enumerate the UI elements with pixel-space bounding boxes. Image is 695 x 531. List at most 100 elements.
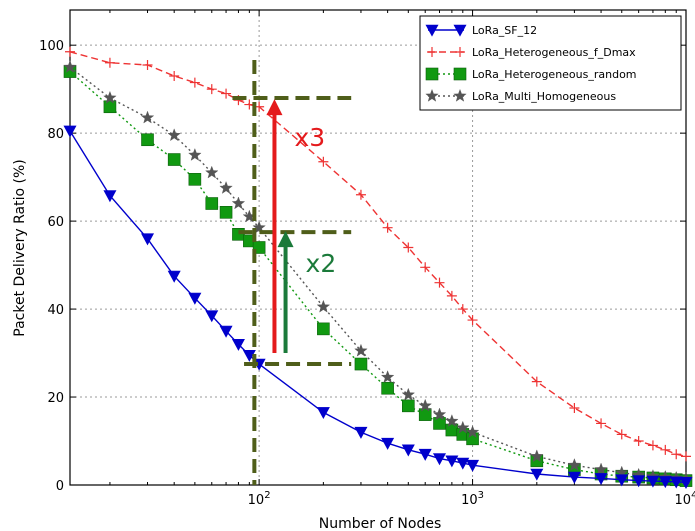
data-point <box>446 290 457 301</box>
legend-marker <box>427 47 437 57</box>
annotation-layer: x3 x2 <box>232 60 352 485</box>
plot-frame <box>69 9 687 486</box>
legend-entry: LoRa_Heterogeneous_random <box>425 67 637 81</box>
data-point <box>658 476 672 489</box>
data-point <box>188 148 202 161</box>
data-point <box>445 423 459 437</box>
data-point <box>380 370 395 383</box>
data-point <box>457 304 468 315</box>
y-tick-label: 20 <box>47 391 64 406</box>
data-point <box>445 455 459 468</box>
y-tick-label: 80 <box>47 127 64 142</box>
x-axis: 102 103 104 <box>109 10 695 508</box>
data-point <box>594 462 608 476</box>
arrow-x2: x2 <box>277 231 337 354</box>
data-point <box>206 84 217 95</box>
y-tick-label: 100 <box>39 39 64 54</box>
data-point <box>318 156 329 167</box>
data-point <box>632 475 646 488</box>
data-point <box>445 414 459 427</box>
data-point <box>354 426 368 439</box>
data-point <box>401 444 415 457</box>
data-point <box>530 468 544 481</box>
data-point <box>432 407 447 421</box>
data-point <box>615 474 629 487</box>
series-line <box>69 130 687 484</box>
data-point <box>420 262 431 273</box>
legend-label: LoRa_Multi_Homogeneous <box>472 90 616 103</box>
data-point <box>669 476 683 489</box>
y-axis: 0 20 40 60 80 100 <box>39 39 686 494</box>
data-point <box>188 173 202 186</box>
data-point <box>219 325 233 338</box>
data-point <box>219 206 233 219</box>
data-point <box>205 310 219 323</box>
data-point <box>671 449 682 460</box>
data-point <box>569 403 580 414</box>
data-point <box>103 190 117 203</box>
data-point <box>219 181 233 194</box>
data-point <box>594 473 608 486</box>
data-point <box>402 399 415 413</box>
series-3 <box>63 60 693 485</box>
data-point <box>231 196 246 210</box>
data-point <box>418 398 432 412</box>
legend-entry: LoRa_Heterogeneous_f_Dmax <box>427 46 636 59</box>
data-point <box>141 133 154 147</box>
legend: LoRa_SF_12 LoRa_Heterogeneous_f_Dmax LoRa_… <box>419 15 682 111</box>
y-tick-label: 60 <box>47 215 64 230</box>
data-point <box>381 437 395 450</box>
data-point <box>403 242 414 253</box>
data-point <box>596 418 607 429</box>
data-point <box>103 100 117 114</box>
data-point <box>354 357 368 371</box>
data-point <box>381 381 394 395</box>
data-point <box>456 457 470 470</box>
legend-entry: LoRa_SF_12 <box>425 24 537 37</box>
x-tick-label: 104 <box>675 490 695 508</box>
y-tick-label: 40 <box>47 303 64 318</box>
y-tick-label: 0 <box>56 479 64 494</box>
data-point <box>231 338 245 351</box>
data-point <box>456 420 470 434</box>
legend-marker <box>425 24 439 37</box>
data-point <box>633 436 644 447</box>
data-point <box>467 315 478 326</box>
data-point <box>167 270 181 283</box>
data-point <box>104 57 115 68</box>
data-point <box>142 59 153 70</box>
data-point <box>401 387 416 401</box>
data-point <box>140 110 155 124</box>
legend-marker <box>453 88 467 102</box>
data-point <box>530 449 544 463</box>
data-point <box>433 417 446 430</box>
arrow-label: x2 <box>306 249 337 278</box>
data-point <box>681 451 691 462</box>
data-point <box>434 277 445 288</box>
data-point <box>316 299 331 313</box>
legend-marker <box>425 88 439 102</box>
data-point <box>169 70 180 81</box>
data-point <box>221 88 232 99</box>
series-0 <box>63 125 693 489</box>
series-line <box>69 71 687 482</box>
data-point <box>355 189 366 200</box>
data-point <box>382 222 393 233</box>
legend-marker <box>453 67 467 81</box>
data-point <box>317 322 330 336</box>
data-point <box>188 292 202 305</box>
legend-label: LoRa_Heterogeneous_random <box>472 68 637 81</box>
data-point <box>167 128 181 142</box>
legend-marker <box>453 24 467 37</box>
x-axis-label: Number of Nodes <box>319 516 441 531</box>
legend-marker <box>425 67 439 81</box>
legend-label: LoRa_Heterogeneous_f_Dmax <box>472 46 636 59</box>
data-point <box>646 475 660 488</box>
data-point <box>316 407 330 420</box>
data-point <box>531 376 542 387</box>
arrow-label: x3 <box>294 123 325 152</box>
grid <box>70 10 686 485</box>
plot-border <box>69 9 687 486</box>
data-point <box>418 408 432 421</box>
